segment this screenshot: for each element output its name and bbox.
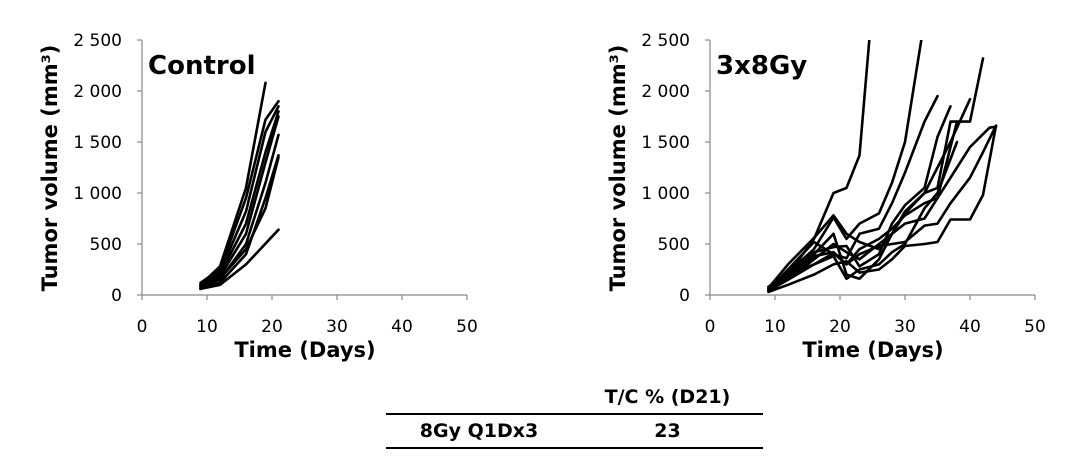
y-tick-label: 1 000 [73, 184, 122, 204]
y-tick-label: 2 500 [641, 31, 690, 51]
tumor-growth-line-10 [767, 124, 998, 291]
x-tick-label: 10 [196, 317, 218, 337]
tumor-growth-line-11 [767, 125, 998, 293]
x-tick-label: 50 [456, 317, 478, 337]
table-header-cell: T/C % (D21) [604, 386, 731, 408]
y-tick-labels: 0 500 1 000 1 500 2 000 2 500 [641, 31, 690, 306]
x-tick-label: 20 [261, 317, 283, 337]
y-tick-label: 2 500 [73, 31, 122, 51]
x-tick-label: 50 [1024, 317, 1046, 337]
tumor-growth-line-3 [199, 105, 280, 288]
y-axis-title: Tumor volume (mm³) [38, 45, 62, 292]
x-axis-title: Time (Days) [802, 338, 943, 362]
tumor-growth-line-2 [199, 99, 280, 285]
charts-area: Tumor volume (mm³) Control Time (Days) 0… [38, 31, 1046, 362]
x-tick-label: 40 [959, 317, 981, 337]
chart-panel-3x8gy: Tumor volume (mm³) 3x8Gy Time (Days) 0 5… [606, 31, 1046, 362]
y-tick-label: 2 000 [641, 82, 690, 102]
chart-title: 3x8Gy [716, 51, 807, 81]
x-tick-label: 30 [894, 317, 916, 337]
x-axis-title: Time (Days) [234, 338, 375, 362]
table-row: 8Gy Q1Dx3 23 [386, 414, 763, 448]
y-tick-label: 1 000 [641, 184, 690, 204]
series-lines [767, 40, 998, 294]
tumor-growth-line-7 [199, 154, 280, 291]
table-cell-tc-value: 23 [654, 420, 681, 442]
tumor-growth-line-5 [199, 115, 280, 287]
x-tick-label: 10 [764, 317, 786, 337]
tumor-growth-line-2 [767, 40, 923, 289]
tc-summary-table: T/C % (D21) 8Gy Q1Dx3 23 [386, 381, 763, 449]
x-tick-label: 40 [391, 317, 413, 337]
tumor-growth-line-6 [767, 97, 972, 293]
y-tick-label: 500 [658, 235, 690, 255]
tumor-growth-line-9 [767, 124, 998, 294]
y-tick-label: 0 [111, 286, 122, 306]
axes [137, 39, 468, 300]
tumor-growth-line-9 [199, 228, 280, 291]
table-header-row: T/C % (D21) [386, 381, 763, 414]
chart-panel-control: Tumor volume (mm³) Control Time (Days) 0… [38, 31, 478, 362]
y-tick-label: 1 500 [641, 133, 690, 153]
x-tick-labels: 0 10 20 30 40 50 [137, 317, 478, 337]
x-tick-labels: 0 10 20 30 40 50 [705, 317, 1046, 337]
y-axis-title: Tumor volume (mm³) [606, 45, 630, 292]
table-header-cell [386, 381, 572, 414]
x-tick-label: 30 [326, 317, 348, 337]
y-tick-label: 2 000 [73, 82, 122, 102]
table-cell-treatment: 8Gy Q1Dx3 [419, 420, 539, 442]
y-tick-labels: 0 500 1 000 1 500 2 000 2 500 [73, 31, 122, 306]
tumor-growth-line-7 [767, 120, 959, 292]
y-tick-label: 0 [679, 286, 690, 306]
y-tick-label: 500 [90, 235, 122, 255]
y-tick-label: 1 500 [73, 133, 122, 153]
series-lines [199, 81, 280, 291]
axes [705, 39, 1036, 300]
tumor-growth-line-8 [199, 156, 280, 288]
tumor-growth-line-3 [767, 57, 985, 290]
tumor-growth-line-4 [767, 94, 939, 292]
x-tick-label: 0 [137, 317, 148, 337]
x-tick-label: 20 [829, 317, 851, 337]
x-tick-label: 0 [705, 317, 716, 337]
chart-title: Control [148, 51, 255, 81]
